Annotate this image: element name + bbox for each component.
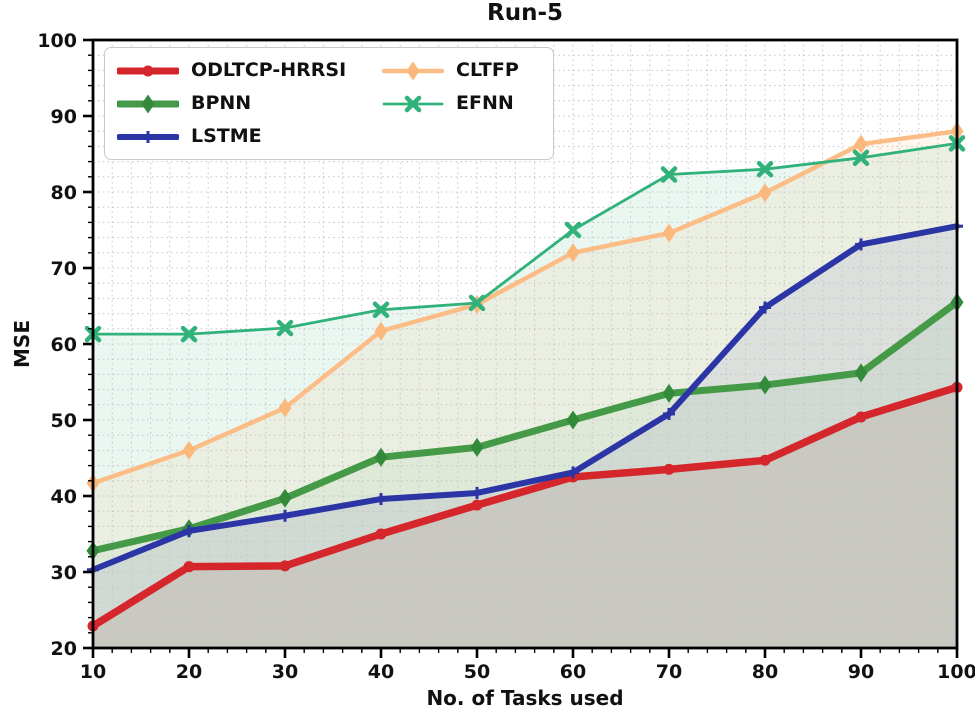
marker-circle-odltcp-hrrsi (279, 560, 291, 572)
marker-x-efnn (756, 160, 774, 178)
marker-diamond-bpnn (566, 410, 580, 430)
marker-diamond-cltfp (854, 134, 868, 154)
series-odltcp-hrrsi (87, 381, 963, 632)
grid (93, 40, 957, 648)
legend-item-efnn: EFNN (382, 92, 541, 116)
marker-diamond-cltfp (182, 440, 196, 460)
legend-swatch-efnn (382, 95, 444, 112)
area-fill-lstme (93, 226, 957, 648)
y-tick-label: 50 (51, 410, 77, 432)
legend-marker-cltfp (406, 61, 420, 80)
marker-diamond-cltfp (278, 398, 292, 418)
y-tick-label: 100 (37, 30, 77, 52)
legend-label-odltcp-hrrsi: ODLTCP-HRRSI (191, 59, 347, 81)
legend-label-bpnn: BPNN (191, 92, 252, 114)
area-fill-odltcp-hrrsi (93, 387, 957, 648)
legend-item-odltcp-hrrsi: ODLTCP-HRRSI (117, 59, 382, 83)
legend-marker-odltcp-hrrsi (142, 65, 154, 76)
marker-diamond-bpnn (470, 437, 484, 457)
x-tick-label: 80 (752, 661, 778, 683)
marker-circle-odltcp-hrrsi (663, 463, 675, 475)
y-tick-label: 30 (51, 562, 77, 584)
legend-swatch-cltfp (382, 61, 444, 80)
marker-diamond-bpnn (278, 488, 292, 508)
x-tick-label: 20 (176, 661, 202, 683)
marker-diamond-cltfp (758, 183, 772, 203)
series-line-lstme (90, 223, 960, 573)
marker-x-efnn (180, 325, 198, 343)
marker-x-efnn (852, 149, 870, 167)
legend-marker-bpnn (141, 94, 155, 113)
marker-circle-odltcp-hrrsi (375, 528, 387, 540)
x-tick-label: 30 (272, 661, 298, 683)
series-line-cltfp (90, 128, 960, 486)
y-tick-label: 60 (51, 334, 77, 356)
ticks (83, 38, 959, 658)
marker-x-efnn (372, 301, 390, 319)
marker-circle-odltcp-hrrsi (759, 454, 771, 466)
series-line-efnn (91, 141, 959, 336)
x-axis-label: No. of Tasks used (426, 686, 624, 710)
marker-diamond-cltfp (374, 321, 388, 341)
y-tick-label: 20 (51, 638, 77, 660)
legend-item-lstme: LSTME (117, 125, 382, 149)
marker-circle-odltcp-hrrsi (855, 411, 867, 423)
x-tick-label: 60 (560, 661, 586, 683)
legend-marker-efnn (404, 95, 422, 112)
marker-diamond-bpnn (758, 375, 772, 395)
legend-swatch-bpnn (117, 94, 179, 113)
chart-title: Run-5 (486, 0, 564, 26)
legend-label-lstme: LSTME (191, 125, 262, 147)
series-line-odltcp-hrrsi (89, 383, 961, 630)
legend-item-cltfp: CLTFP (382, 59, 541, 83)
marker-diamond-bpnn (374, 447, 388, 467)
marker-diamond-bpnn (662, 383, 676, 403)
marker-diamond-cltfp (662, 223, 676, 243)
y-tick-label: 80 (51, 182, 77, 204)
marker-x-efnn (276, 319, 294, 337)
x-tick-label: 10 (80, 661, 106, 683)
marker-circle-odltcp-hrrsi (471, 499, 483, 511)
legend: ODLTCP-HRRSI BPNN LSTME CLTFP EFNN (104, 47, 554, 160)
marker-x-efnn (660, 166, 678, 183)
x-tick-label: 70 (656, 661, 682, 683)
series-lstme (87, 220, 963, 576)
marker-diamond-cltfp (566, 243, 580, 263)
y-axis-label: MSE (10, 320, 34, 368)
x-tick-label: 100 (937, 661, 975, 683)
marker-diamond-bpnn (854, 363, 868, 383)
y-tick-label: 70 (51, 258, 77, 280)
series-line-bpnn (89, 298, 961, 555)
marker-circle-odltcp-hrrsi (183, 561, 195, 573)
legend-swatch-lstme (117, 130, 179, 143)
marker-x-efnn (468, 294, 486, 312)
legend-item-bpnn: BPNN (117, 92, 382, 116)
legend-label-cltfp: CLTFP (456, 59, 519, 81)
legend-label-efnn: EFNN (456, 92, 514, 114)
legend-swatch-odltcp-hrrsi (117, 65, 179, 76)
x-tick-label: 50 (464, 661, 490, 683)
y-tick-label: 40 (51, 486, 77, 508)
x-tick-label: 40 (368, 661, 394, 683)
x-tick-label: 90 (848, 661, 874, 683)
area-fill-efnn (93, 143, 957, 648)
y-tick-label: 90 (51, 106, 77, 128)
marker-x-efnn (564, 221, 582, 239)
plot-border (91, 38, 959, 650)
